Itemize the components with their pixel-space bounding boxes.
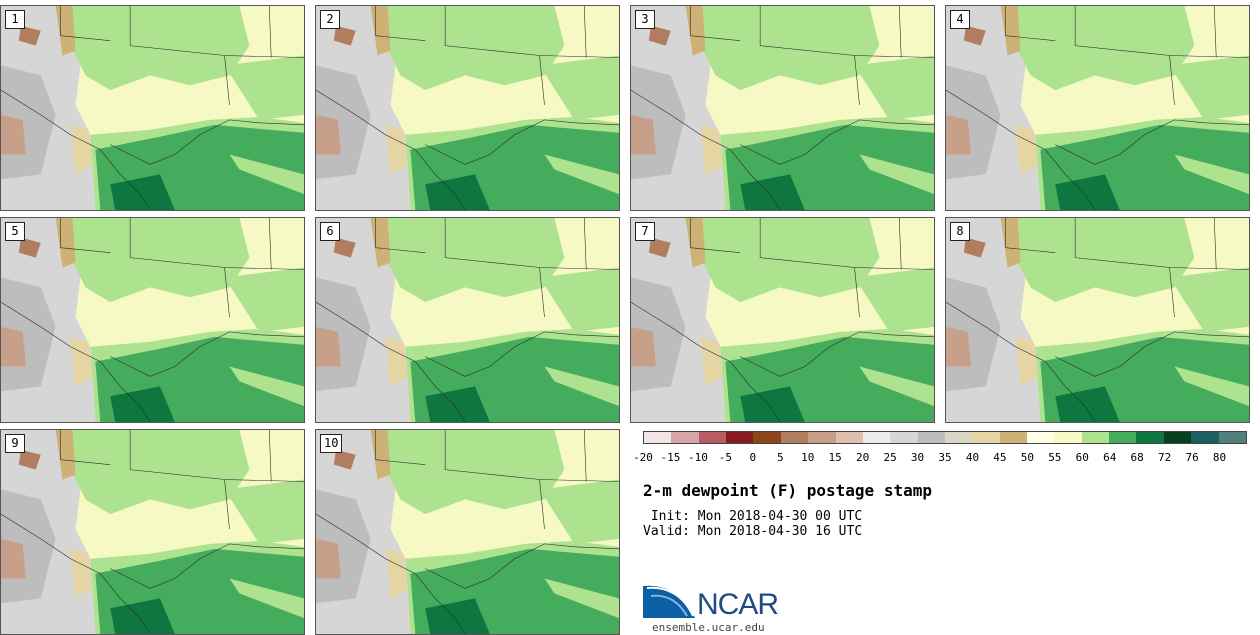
colorbar-swatch — [835, 432, 863, 443]
init-time: Init: Mon 2018-04-30 00 UTC — [643, 509, 863, 524]
colorbar-tick-label: 55 — [1048, 451, 1062, 464]
colorbar-tick-label: -15 — [660, 451, 681, 464]
dewpoint-map — [1, 218, 304, 422]
panel-number: 7 — [635, 222, 655, 241]
map-panel-8: 8 — [945, 217, 1250, 423]
colorbar-tick-label: 30 — [910, 451, 925, 464]
ncar-logo — [643, 585, 695, 618]
panel-number: 5 — [5, 222, 25, 241]
dewpoint-map — [316, 430, 619, 634]
colorbar-tick-label: 80 — [1212, 451, 1227, 464]
colorbar-ticks: -20 -15 -10 -5 0 5 10 15 20 25 30 35 40 45 50 55 60 64 68 7… — [633, 451, 1247, 465]
colorbar — [643, 431, 1247, 444]
map-panel-5: 5 — [0, 217, 305, 423]
colorbar-tick-label: 50 — [1020, 451, 1034, 464]
map-panel-1: 1 — [0, 5, 305, 211]
map-panel-10: 10 — [315, 429, 620, 635]
colorbar-swatch — [1081, 432, 1110, 443]
colorbar-tick-label: 72 — [1158, 451, 1172, 464]
colorbar-swatch — [726, 432, 754, 443]
colorbar-swatch — [1027, 432, 1055, 443]
colorbar-tick-label: 40 — [965, 451, 980, 464]
map-panel-6: 6 — [315, 217, 620, 423]
colorbar-swatch — [808, 432, 836, 443]
colorbar-swatch — [862, 432, 891, 443]
colorbar-swatch — [917, 432, 945, 443]
colorbar-swatch — [671, 432, 699, 443]
colorbar-tick-label: -10 — [687, 451, 708, 464]
colorbar-tick-label: 20 — [856, 451, 870, 464]
panel-number: 9 — [5, 434, 25, 453]
colorbar-swatch — [698, 432, 727, 443]
colorbar-tick-label: 76 — [1185, 451, 1199, 464]
colorbar-swatch — [753, 432, 781, 443]
logo-url: ensemble.ucar.edu — [652, 621, 765, 634]
colorbar-tick-label: 25 — [883, 451, 897, 464]
dewpoint-map — [946, 6, 1249, 210]
colorbar-tick-label: 5 — [776, 451, 784, 464]
colorbar-tick-label: 35 — [938, 451, 952, 464]
map-panel-4: 4 — [945, 5, 1250, 211]
colorbar-swatch — [1054, 432, 1082, 443]
panel-number: 1 — [5, 10, 25, 29]
colorbar-swatch — [999, 432, 1028, 443]
dewpoint-map — [946, 218, 1249, 422]
colorbar-swatch — [890, 432, 918, 443]
colorbar-tick-label: 0 — [749, 451, 757, 464]
dewpoint-map — [631, 218, 934, 422]
colorbar-swatch — [780, 432, 809, 443]
colorbar-tick-label: -20 — [633, 451, 653, 464]
dewpoint-map — [631, 6, 934, 210]
colorbar-tick-label: -5 — [718, 451, 732, 464]
colorbar-tick-label: 68 — [1130, 451, 1144, 464]
panel-number: 3 — [635, 10, 655, 29]
colorbar-swatch — [972, 432, 1000, 443]
dewpoint-map — [316, 6, 619, 210]
colorbar-swatch — [644, 432, 672, 443]
map-panel-9: 9 — [0, 429, 305, 635]
valid-time: Valid: Mon 2018-04-30 16 UTC — [643, 524, 863, 539]
page-title: 2-m dewpoint (F) postage stamp — [643, 481, 932, 500]
colorbar-tick-label: 15 — [828, 451, 842, 464]
colorbar-tick-label: 64 — [1103, 451, 1117, 464]
map-panel-2: 2 — [315, 5, 620, 211]
map-panel-7: 7 — [630, 217, 935, 423]
colorbar-tick-label: 45 — [993, 451, 1007, 464]
colorbar-swatch — [1136, 432, 1164, 443]
panel-number: 6 — [320, 222, 340, 241]
panel-number: 4 — [950, 10, 970, 29]
colorbar-swatch — [1218, 432, 1246, 443]
colorbar-tick-label: 60 — [1075, 451, 1089, 464]
colorbar-swatch — [1191, 432, 1219, 443]
colorbar-swatch — [1109, 432, 1137, 443]
dewpoint-map — [1, 6, 304, 210]
panel-number: 2 — [320, 10, 340, 29]
colorbar-tick-label: 10 — [801, 451, 815, 464]
logo-text: NCAR — [697, 588, 779, 621]
map-panel-3: 3 — [630, 5, 935, 211]
dewpoint-map — [1, 430, 304, 634]
colorbar-swatch — [944, 432, 973, 443]
dewpoint-map — [316, 218, 619, 422]
panel-number: 8 — [950, 222, 970, 241]
panel-number: 10 — [320, 434, 343, 453]
colorbar-swatch — [1163, 432, 1192, 443]
